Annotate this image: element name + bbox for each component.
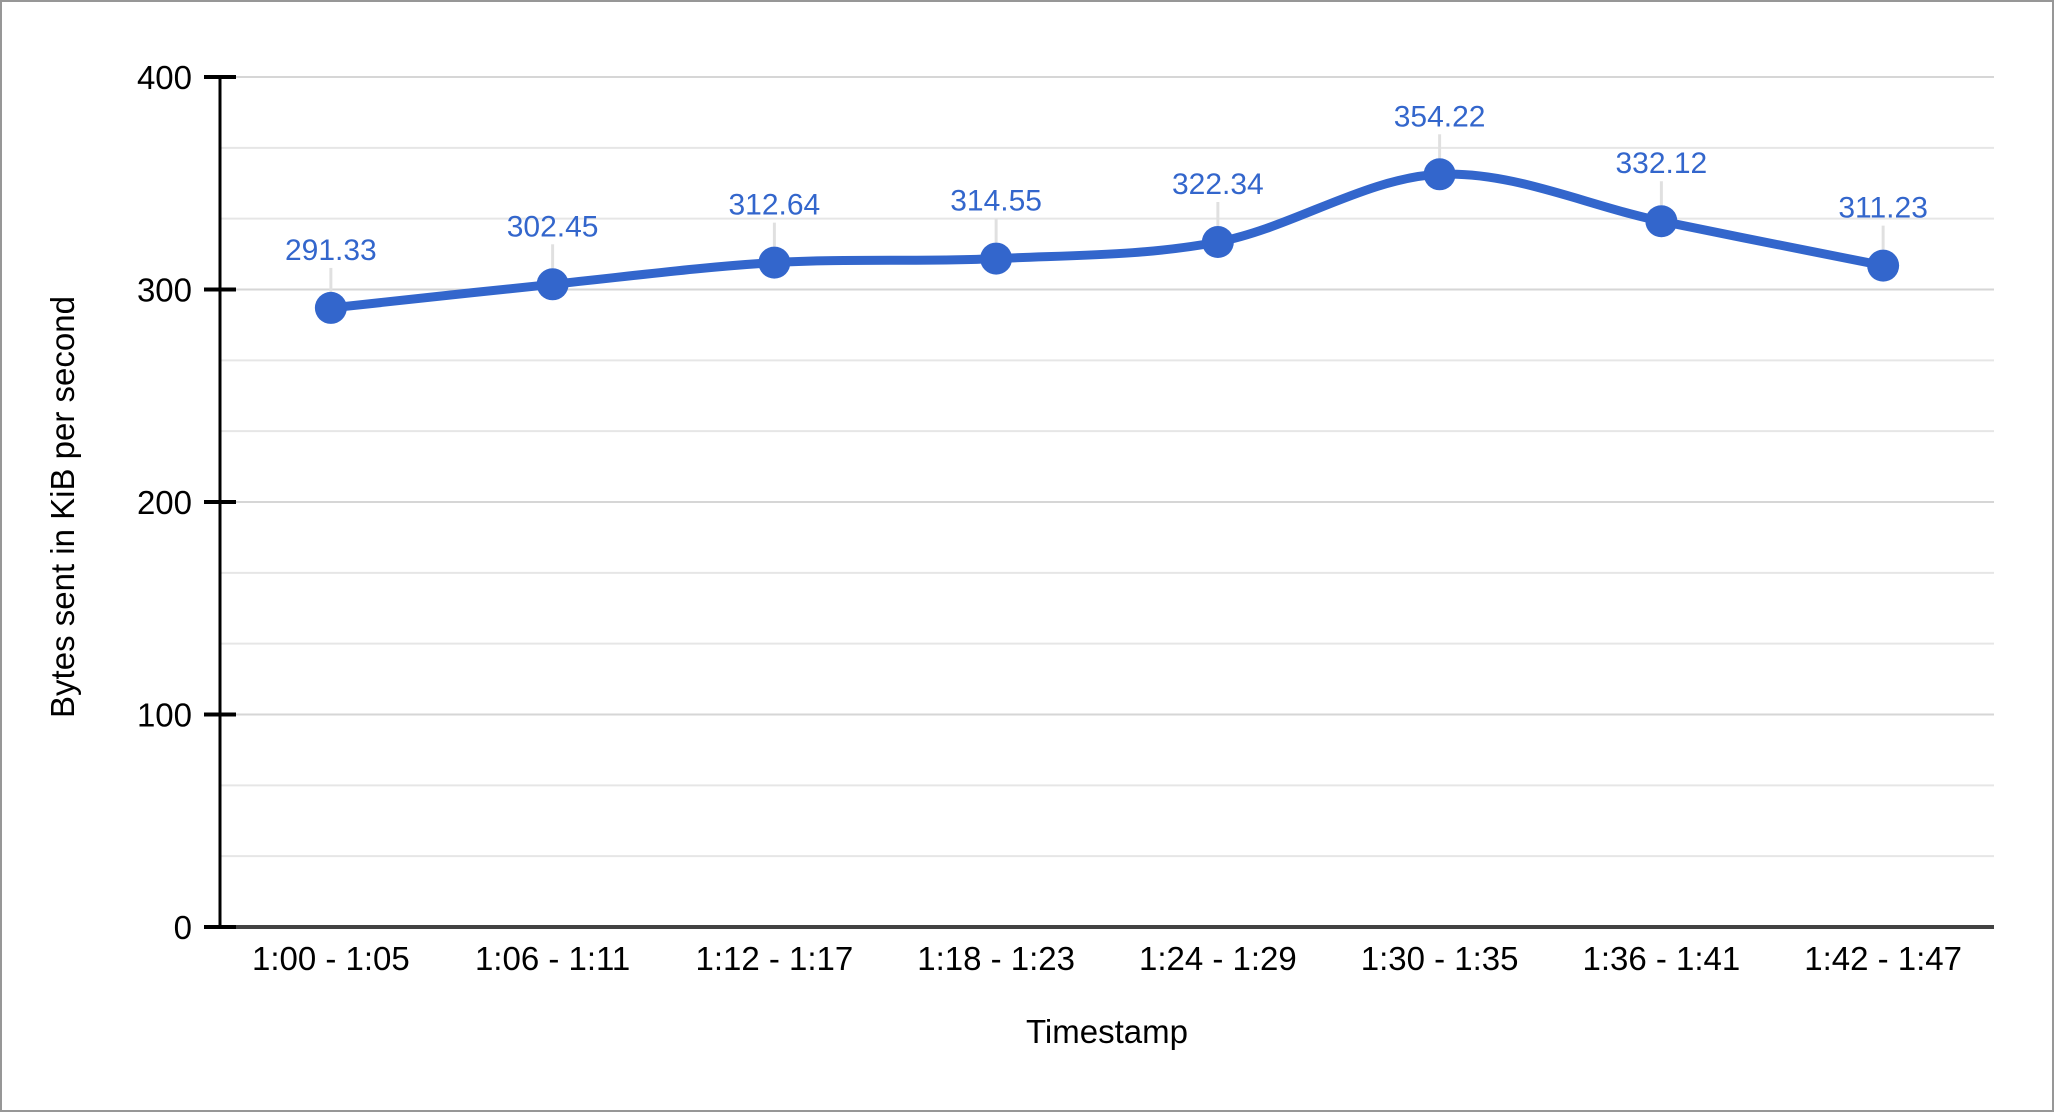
- data-point-label: 354.22: [1394, 100, 1486, 133]
- y-tick-label: 300: [137, 272, 192, 309]
- y-axis-title: Bytes sent in KiB per second: [44, 296, 81, 718]
- axes-group: 0 100 200 300 400 1:00 - 1:05 1:06 - 1:11 1:12 …: [137, 59, 1994, 977]
- x-category-label: 1:36 - 1:41: [1582, 940, 1740, 977]
- x-category-label: 1:12 - 1:17: [695, 940, 853, 977]
- data-point-marker[interactable]: [314, 291, 347, 324]
- data-point-marker[interactable]: [1423, 158, 1456, 191]
- data-point-marker[interactable]: [980, 242, 1013, 275]
- y-tick-label: 100: [137, 697, 192, 734]
- data-point-label: 311.23: [1838, 192, 1928, 225]
- gridlines-group: [220, 76, 1994, 858]
- y-tick-label: 200: [137, 484, 192, 521]
- series-line[interactable]: [326, 169, 1888, 313]
- data-point-label: 322.34: [1172, 168, 1264, 201]
- data-point-label: 332.12: [1615, 147, 1707, 180]
- x-category-label: 1:24 - 1:29: [1139, 940, 1297, 977]
- x-category-label: 1:06 - 1:11: [475, 940, 630, 977]
- label-leaders-group: [329, 134, 1885, 292]
- y-tick-label: 400: [137, 59, 192, 96]
- data-point-marker[interactable]: [758, 246, 791, 279]
- data-point-label: 302.45: [507, 210, 599, 243]
- x-category-label: 1:30 - 1:35: [1361, 940, 1519, 977]
- data-point-label: 291.33: [285, 234, 377, 267]
- data-point-marker[interactable]: [536, 268, 569, 301]
- data-point-marker[interactable]: [1867, 249, 1900, 282]
- data-point-marker[interactable]: [1645, 205, 1678, 238]
- series-group: [314, 158, 1900, 324]
- data-point-label: 312.64: [728, 189, 820, 222]
- labels-group: 291.33 302.45 312.64 314.55 322.34 354.22 332.…: [285, 100, 1928, 267]
- x-category-label: 1:42 - 1:47: [1804, 940, 1962, 977]
- x-axis-title: Timestamp: [1026, 1013, 1188, 1050]
- x-category-label: 1:18 - 1:23: [917, 940, 1075, 977]
- x-category-label: 1:00 - 1:05: [252, 940, 410, 977]
- data-point-marker[interactable]: [1201, 226, 1234, 259]
- data-point-label: 314.55: [950, 185, 1042, 218]
- y-tick-label: 0: [174, 909, 192, 946]
